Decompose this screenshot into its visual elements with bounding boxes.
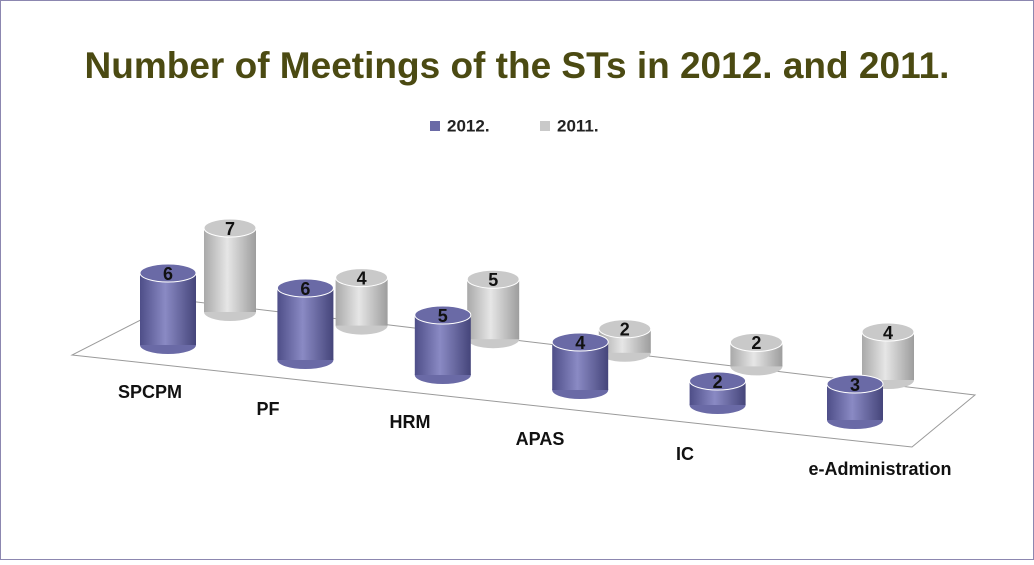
data-label: 4: [575, 333, 585, 353]
bar: [203, 218, 257, 321]
x-tick-label: IC: [676, 444, 694, 464]
bar-body: [140, 273, 196, 345]
data-label: 3: [850, 375, 860, 395]
x-tick-label: HRM: [390, 412, 431, 432]
chart-title: Number of Meetings of the STs in 2012. a…: [85, 45, 950, 86]
data-label: 2: [713, 372, 723, 392]
data-label: 2: [751, 333, 761, 353]
x-tick-label: APAS: [516, 429, 565, 449]
bar: [551, 332, 609, 399]
bar-top: [551, 332, 609, 352]
data-label: 5: [438, 306, 448, 326]
bar-top: [689, 371, 747, 391]
bar-body: [467, 279, 520, 340]
bar: [335, 268, 389, 335]
bar-top: [203, 218, 257, 238]
x-tick-label: e-Administration: [808, 459, 951, 479]
x-tick-label: PF: [256, 399, 279, 419]
bar-top: [598, 319, 652, 339]
bar: [139, 263, 197, 354]
bar-top: [139, 263, 197, 283]
x-tick-label: SPCPM: [118, 382, 182, 402]
data-label: 6: [163, 264, 173, 284]
legend-swatch: [430, 121, 440, 131]
bar-top: [276, 278, 334, 298]
bar-top: [414, 305, 472, 325]
bar-body: [277, 288, 334, 360]
bar: [276, 278, 334, 369]
bar-body: [204, 228, 256, 312]
bar: [689, 371, 747, 414]
data-label: 7: [225, 219, 235, 239]
bar-top: [861, 322, 915, 342]
bar: [826, 374, 884, 429]
data-label: 2: [620, 320, 630, 340]
bar-top: [826, 374, 884, 394]
data-label: 5: [488, 270, 498, 290]
legend-label: 2011.: [557, 116, 599, 135]
bar-body: [414, 315, 471, 375]
data-label: 6: [300, 279, 310, 299]
bar-top: [466, 269, 520, 289]
data-label: 4: [883, 323, 893, 343]
bar: [466, 269, 520, 349]
bar: [729, 332, 783, 376]
bar-top: [729, 332, 783, 352]
legend-swatch: [540, 121, 550, 131]
legend-label: 2012.: [447, 116, 490, 135]
data-label: 4: [357, 268, 367, 288]
bar-top: [335, 268, 389, 288]
bar: [414, 305, 472, 384]
